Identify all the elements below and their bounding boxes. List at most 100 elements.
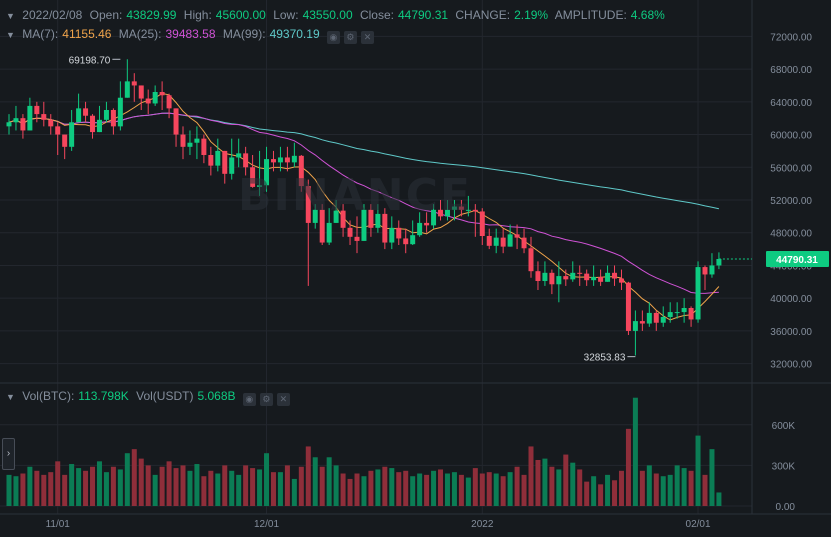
candle-body: [138, 85, 144, 99]
price-tick-label: 36000.00: [770, 327, 812, 338]
ma-collapse-caret-icon[interactable]: ▼: [6, 30, 15, 40]
candle-body: [201, 138, 207, 155]
vol-settings-gear-icon[interactable]: ⚙: [259, 393, 273, 406]
vol-close-icon[interactable]: ✕: [276, 393, 290, 406]
candle-body: [612, 272, 618, 279]
volume-bars: [6, 397, 722, 506]
price-tick-label: 60000.00: [770, 131, 812, 142]
volume-bar: [674, 465, 680, 506]
candle-body: [173, 108, 179, 135]
candle-body: [229, 157, 235, 174]
candle-date: 2022/02/08: [22, 8, 83, 22]
volume-bar: [382, 466, 388, 506]
volume-bar: [479, 473, 485, 506]
candle-body: [270, 159, 276, 163]
candle-body: [48, 119, 54, 127]
collapse-caret-icon[interactable]: ▼: [6, 11, 15, 21]
volume-bar: [131, 449, 137, 506]
volume-bar: [27, 466, 33, 506]
vol-hide-eye-icon[interactable]: ◉: [242, 393, 256, 406]
price-tick-label: 64000.00: [770, 98, 812, 109]
price-tick-label: 48000.00: [770, 229, 812, 240]
volume-bar: [340, 473, 346, 506]
candle-body: [69, 122, 75, 147]
volume-bar: [438, 469, 444, 506]
volume-bar: [319, 466, 325, 506]
candle-body: [382, 213, 388, 243]
candle-body: [417, 222, 423, 236]
open-value: 43829.99: [126, 8, 177, 22]
vol-usdt-value: 5.068B: [197, 389, 236, 403]
price-tick-label: 68000.00: [770, 65, 812, 76]
candle-body: [96, 119, 102, 133]
candle-body: [639, 321, 645, 324]
candle-body: [389, 227, 395, 243]
candle-body: [124, 81, 130, 98]
volume-bar: [625, 428, 631, 506]
volume-bar: [20, 473, 26, 506]
volume-bar: [709, 449, 715, 506]
volume-bar: [556, 469, 562, 506]
volume-bar: [187, 470, 193, 506]
candle-body: [500, 237, 506, 247]
candle-body: [563, 276, 569, 280]
hide-eye-icon[interactable]: ◉: [326, 31, 340, 44]
candle-body: [646, 312, 652, 324]
expand-panel-tab[interactable]: ›: [2, 438, 15, 470]
candle-body: [284, 157, 290, 163]
candle-body: [535, 271, 541, 281]
open-label: Open:: [89, 8, 123, 22]
candle-body: [556, 276, 562, 285]
candle-body: [187, 142, 193, 147]
candle-body: [688, 308, 694, 320]
candle-body: [431, 209, 437, 226]
chart-annotations: 69198.70 32853.83: [69, 55, 636, 364]
candle-body: [6, 122, 12, 127]
candle-body: [702, 267, 708, 275]
volume-bar: [486, 472, 492, 506]
candle-body: [326, 222, 332, 243]
candle-body: [257, 185, 263, 187]
candle-body: [131, 81, 137, 86]
candle-body: [250, 167, 256, 187]
price-tick-label: 52000.00: [770, 196, 812, 207]
price-tick-label: 72000.00: [770, 32, 812, 43]
volume-bar: [514, 466, 520, 506]
price-tick-label: 40000.00: [770, 294, 812, 305]
candle-body: [194, 138, 200, 143]
volume-bar: [250, 468, 256, 506]
candle-body: [13, 118, 19, 123]
candle-body: [584, 273, 590, 281]
candle-body: [90, 115, 96, 133]
low-value: 43550.00: [302, 8, 353, 22]
volume-bar: [493, 473, 499, 506]
candle-body: [632, 321, 638, 331]
volume-bar: [347, 478, 353, 506]
candle-body: [521, 237, 527, 249]
volume-bar: [270, 472, 276, 506]
candle-body: [215, 150, 221, 166]
ma-legend: ▼ MA(7): 41155.46 MA(25): 39483.58 MA(99):…: [0, 25, 378, 44]
candle-body: [27, 105, 33, 131]
watermark-logo: BINANCE: [238, 170, 472, 221]
volume-bar: [389, 468, 395, 506]
volume-bar: [577, 469, 583, 506]
settings-gear-icon[interactable]: ⚙: [343, 31, 357, 44]
low-label: Low:: [273, 8, 299, 22]
volume-bar: [618, 470, 624, 506]
close-icon[interactable]: ✕: [360, 31, 374, 44]
volume-bar: [528, 446, 534, 506]
candle-body: [451, 206, 457, 210]
volume-bar: [229, 470, 235, 506]
ma99-value: 49370.19: [269, 27, 320, 41]
volume-bar: [396, 472, 402, 506]
candle-body: [291, 155, 297, 163]
vol-collapse-caret-icon[interactable]: ▼: [6, 392, 15, 402]
volume-bar: [570, 462, 576, 506]
volume-bar: [208, 470, 214, 506]
candle-body: [577, 272, 583, 274]
volume-bar: [173, 468, 179, 506]
annotation-label: 69198.70: [69, 55, 111, 66]
candle-body: [298, 155, 304, 187]
